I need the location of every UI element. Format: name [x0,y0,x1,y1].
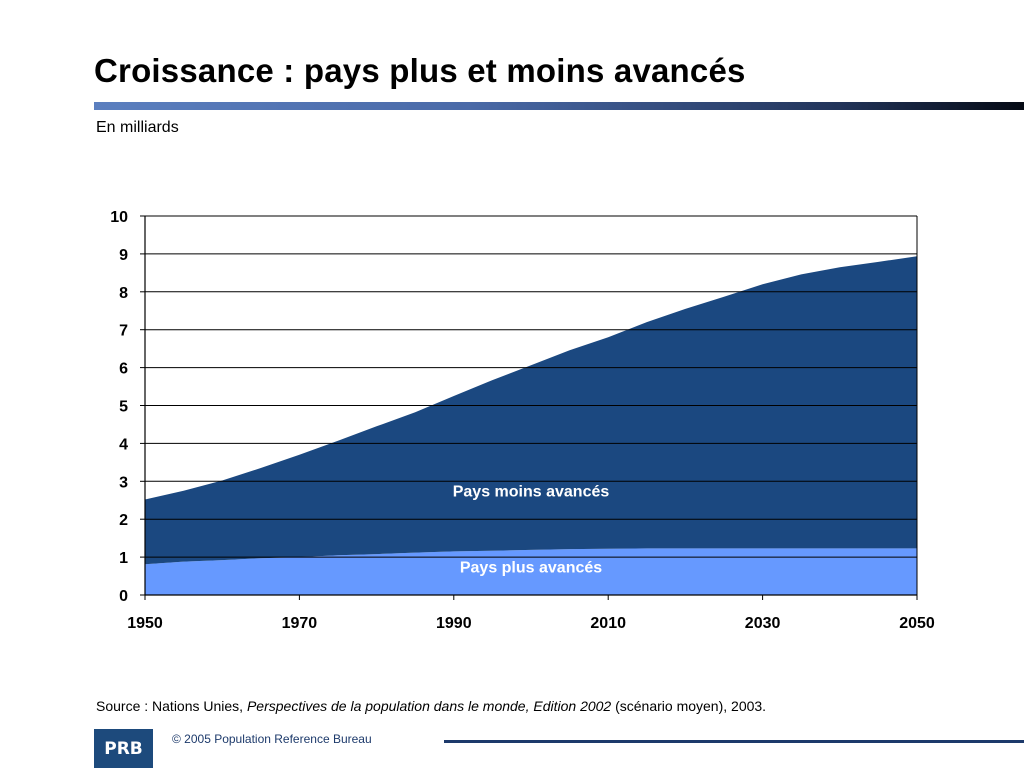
population-area-chart: 0 1 2 3 4 5 6 7 8 9 10 1950 1970 1990 2010 2030 2050 Pays… [110,209,935,632]
y-tick-label-10: 10 [110,209,128,226]
y-tick-label-1: 1 [119,550,128,567]
x-tick-label-1970: 1970 [282,615,318,632]
y-tick-label-6: 6 [119,361,128,378]
y-tick-label-9: 9 [119,247,128,264]
title-underline [94,102,1024,110]
y-tick-label-5: 5 [119,399,128,416]
slide-title: Croissance : pays plus et moins avancés [94,52,746,89]
chart-unit-label: En milliards [96,119,179,136]
y-tick-label-2: 2 [119,512,128,529]
prb-logo-text: PRB [104,738,143,759]
x-tick-label-1990: 1990 [436,615,472,632]
source-suffix: (scénario moyen), 2003. [611,698,767,714]
series-annotation-1: Pays plus avancés [460,559,602,576]
x-tick-label-2010: 2010 [590,615,626,632]
y-tick-label-8: 8 [119,285,128,302]
y-tick-label-4: 4 [119,436,128,453]
area-series-1 [145,256,917,565]
source-publication: Perspectives de la population dans le mo… [246,698,612,714]
copyright-notice: © 2005 Population Reference Bureau [172,732,372,746]
plot-group: 0 1 2 3 4 5 6 7 8 9 10 1950 1970 1990 2010 2030 2050 Pays… [110,209,935,632]
x-tick-label-2050: 2050 [899,615,935,632]
footer-divider [444,740,1024,743]
source-note: Source : Nations Unies, Perspectives de … [96,698,766,714]
y-tick-label-7: 7 [119,323,128,340]
series-annotation-0: Pays moins avancés [453,483,610,500]
y-tick-label-3: 3 [119,474,128,491]
prb-logo: PRB [94,729,153,768]
x-tick-label-1950: 1950 [127,615,163,632]
source-prefix: Source : Nations Unies, [96,698,247,714]
area-series-0 [145,548,917,595]
y-tick-label-0: 0 [119,588,128,605]
x-tick-label-2030: 2030 [745,615,781,632]
